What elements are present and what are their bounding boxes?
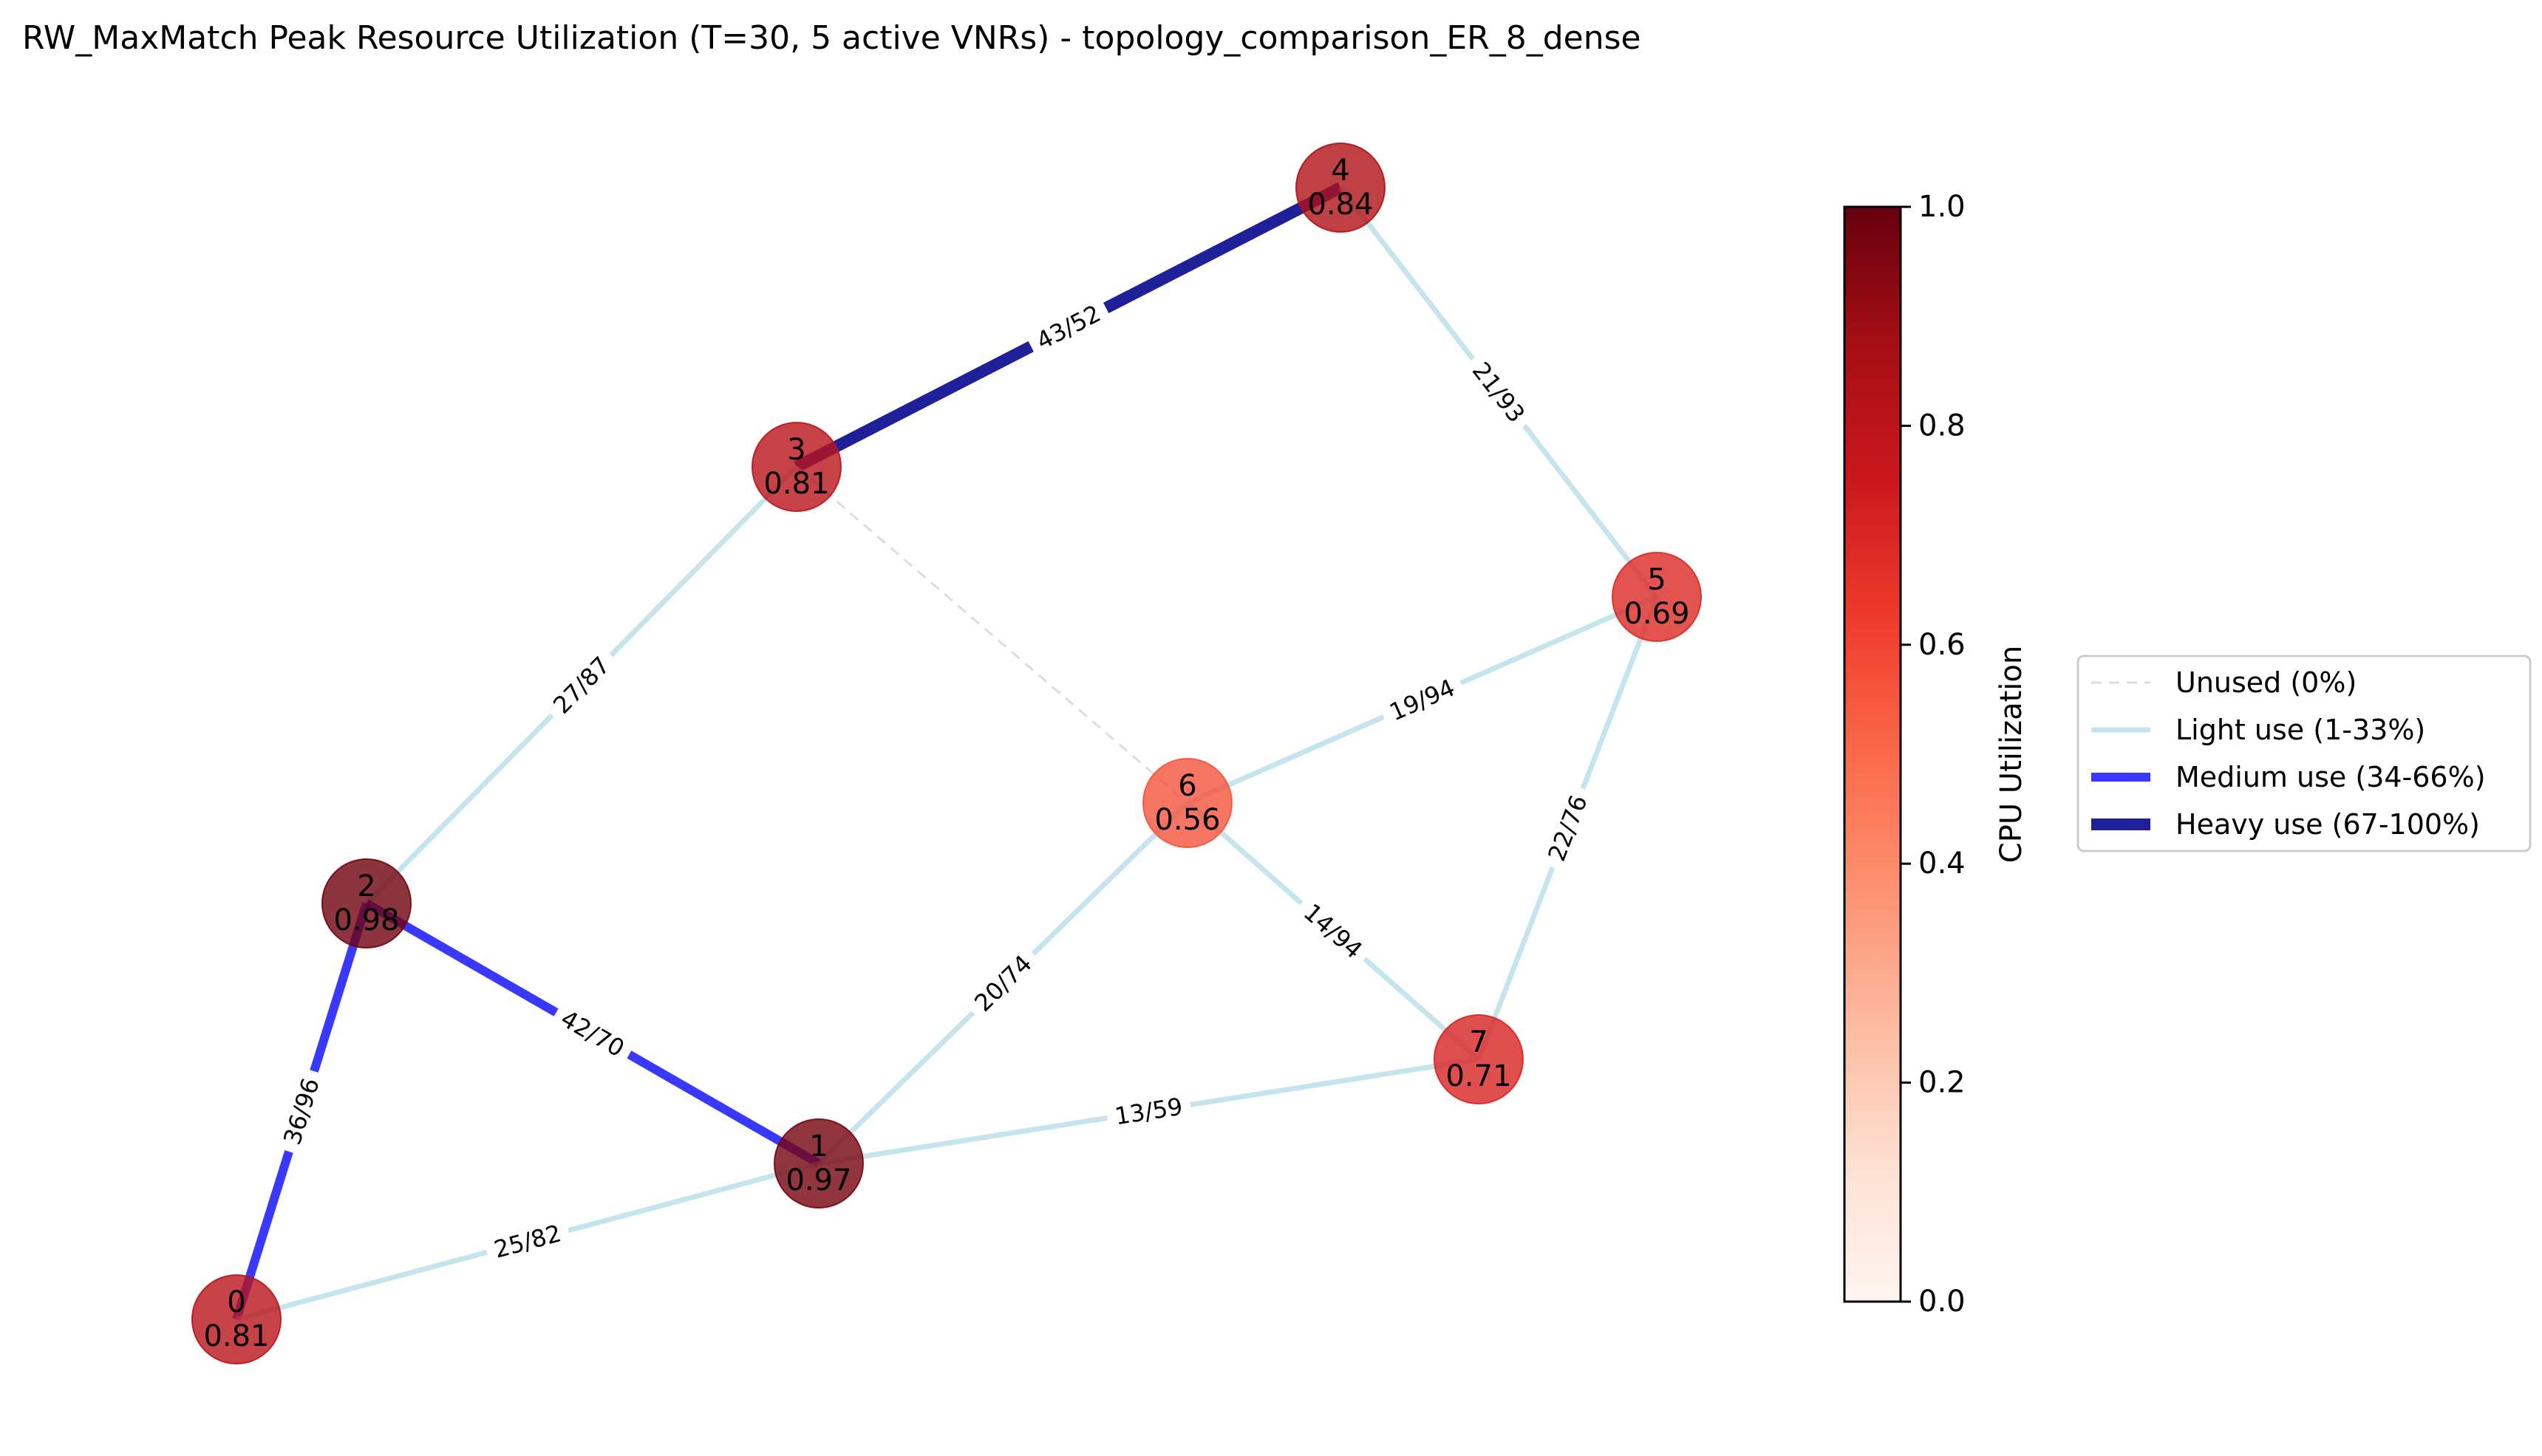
node-1: 1 0.97 xyxy=(774,1118,864,1209)
node-utilization: 0.71 xyxy=(1445,1059,1511,1093)
legend-label-light: Light use (1-33%) xyxy=(2175,714,2425,746)
node-circle xyxy=(1434,1014,1524,1104)
node-label: 5 0.69 xyxy=(1623,563,1689,631)
node-utilization: 0.56 xyxy=(1154,803,1220,837)
colorbar-tick-label: 0.6 xyxy=(1918,628,1966,662)
node-circle xyxy=(774,1118,864,1209)
colorbar: 0.0 0.2 0.4 0.6 0.8 1.0 CPU Utilization xyxy=(1843,190,2028,1319)
edge-label-bg xyxy=(1292,892,1374,971)
edge-label-bg xyxy=(1105,1090,1193,1133)
node-5: 5 0.69 xyxy=(1612,552,1702,642)
colorbar-tick-label: 0.0 xyxy=(1918,1285,1966,1319)
node-utilization: 0.81 xyxy=(763,467,829,501)
edge-label-text: 20/74 xyxy=(969,949,1037,1017)
edge-label-3-2: 27/87 xyxy=(541,644,622,726)
edge-label-bg xyxy=(274,1067,329,1156)
node-utilization: 0.98 xyxy=(333,903,399,937)
node-id: 4 xyxy=(1331,154,1349,188)
chart-title: RW_MaxMatch Peak Resource Utilization (T… xyxy=(22,19,1641,57)
node-label: 1 0.97 xyxy=(786,1129,851,1197)
edge-label-bg xyxy=(548,999,637,1067)
node-id: 0 xyxy=(227,1285,245,1319)
colorbar-ticks: 0.0 0.2 0.4 0.6 0.8 1.0 xyxy=(1901,190,1966,1319)
node-circle xyxy=(1142,758,1233,848)
node-3: 3 0.81 xyxy=(752,422,842,512)
edge-label-bg xyxy=(541,644,622,726)
node-utilization: 0.81 xyxy=(203,1319,269,1353)
edge-labels-layer: 43/52 21/93 27/87 19/94 22/76 14/94 20/74 42/70… xyxy=(274,295,1597,1267)
node-circle xyxy=(191,1274,282,1364)
edge-label-1-7: 13/59 xyxy=(1105,1090,1193,1133)
node-id: 3 xyxy=(787,433,805,467)
colorbar-tick-label: 0.8 xyxy=(1918,409,1966,442)
node-id: 6 xyxy=(1178,769,1196,803)
node-label: 7 0.71 xyxy=(1445,1025,1511,1093)
edge-label-text: 19/94 xyxy=(1386,674,1459,727)
node-label: 4 0.84 xyxy=(1307,154,1373,222)
edges-layer xyxy=(232,182,1660,1322)
legend-label-heavy: Heavy use (67-100%) xyxy=(2175,808,2480,841)
edge-label-bg xyxy=(962,943,1044,1024)
edge-label-text: 42/70 xyxy=(556,1005,630,1063)
node-label: 0 0.81 xyxy=(203,1285,269,1353)
colorbar-gradient xyxy=(1843,205,1902,1303)
edge-label-text: 25/82 xyxy=(491,1219,565,1264)
edge-label-text: 36/96 xyxy=(278,1075,325,1148)
node-circle xyxy=(321,858,412,949)
legend: Unused (0%) Light use (1-33%) Medium use (… xyxy=(2076,654,2532,852)
legend-frame xyxy=(2076,654,2532,852)
edge-label-2-0: 36/96 xyxy=(274,1067,329,1156)
node-utilization: 0.69 xyxy=(1623,597,1689,631)
edge-label-6-1: 20/74 xyxy=(962,943,1044,1024)
legend-label-medium: Medium use (34-66%) xyxy=(2175,761,2486,793)
node-4: 4 0.84 xyxy=(1295,143,1386,233)
node-2: 2 0.98 xyxy=(321,858,412,949)
edge-label-bg xyxy=(1024,295,1113,360)
edge-label-0-1: 25/82 xyxy=(483,1216,573,1267)
edge-label-text: 43/52 xyxy=(1032,299,1105,355)
edge-label-bg xyxy=(1539,783,1597,873)
node-label: 3 0.81 xyxy=(763,433,829,501)
edge-label-text: 21/93 xyxy=(1467,357,1530,428)
nodes-layer: 0 0.811 0.972 0.983 0.814 0.845 0.696 0.567 0.71 xyxy=(191,143,1702,1364)
node-id: 2 xyxy=(357,869,375,903)
node-6: 6 0.56 xyxy=(1142,758,1233,848)
node-id: 7 xyxy=(1469,1025,1488,1059)
node-utilization: 0.84 xyxy=(1307,188,1373,222)
legend-label-unused: Unused (0%) xyxy=(2175,666,2357,699)
edge-label-4-5: 21/93 xyxy=(1461,349,1536,435)
node-utilization: 0.97 xyxy=(786,1163,851,1197)
edge-label-text: 14/94 xyxy=(1298,898,1368,964)
edge-label-text: 13/59 xyxy=(1113,1093,1185,1131)
node-circle xyxy=(1612,552,1702,642)
node-circle xyxy=(1295,143,1386,233)
edge-label-6-5: 19/94 xyxy=(1377,669,1467,731)
colorbar-tick-label: 0.4 xyxy=(1918,847,1966,881)
colorbar-tick-label: 0.2 xyxy=(1918,1066,1966,1100)
node-label: 2 0.98 xyxy=(333,869,399,937)
colorbar-label: CPU Utilization xyxy=(1994,646,2028,863)
edge-label-text: 22/76 xyxy=(1542,791,1593,865)
legend-items: Unused (0%) Light use (1-33%) Medium use (… xyxy=(2091,666,2486,841)
node-id: 1 xyxy=(809,1129,828,1163)
edge-label-5-7: 22/76 xyxy=(1539,783,1597,873)
edge-3-6 xyxy=(796,465,1188,804)
edge-label-3-4: 43/52 xyxy=(1024,295,1113,360)
edge-label-6-7: 14/94 xyxy=(1292,892,1374,971)
node-circle xyxy=(752,422,842,512)
node-7: 7 0.71 xyxy=(1434,1014,1524,1104)
node-label: 6 0.56 xyxy=(1154,769,1220,837)
edge-label-bg xyxy=(1461,349,1536,435)
colorbar-tick-label: 1.0 xyxy=(1918,190,1966,224)
edge-label-bg xyxy=(1377,669,1467,731)
edge-label-bg xyxy=(483,1216,573,1267)
node-0: 0 0.81 xyxy=(191,1274,282,1364)
node-id: 5 xyxy=(1647,563,1666,597)
edge-label-2-1: 42/70 xyxy=(548,999,637,1067)
edge-label-text: 27/87 xyxy=(548,651,616,719)
